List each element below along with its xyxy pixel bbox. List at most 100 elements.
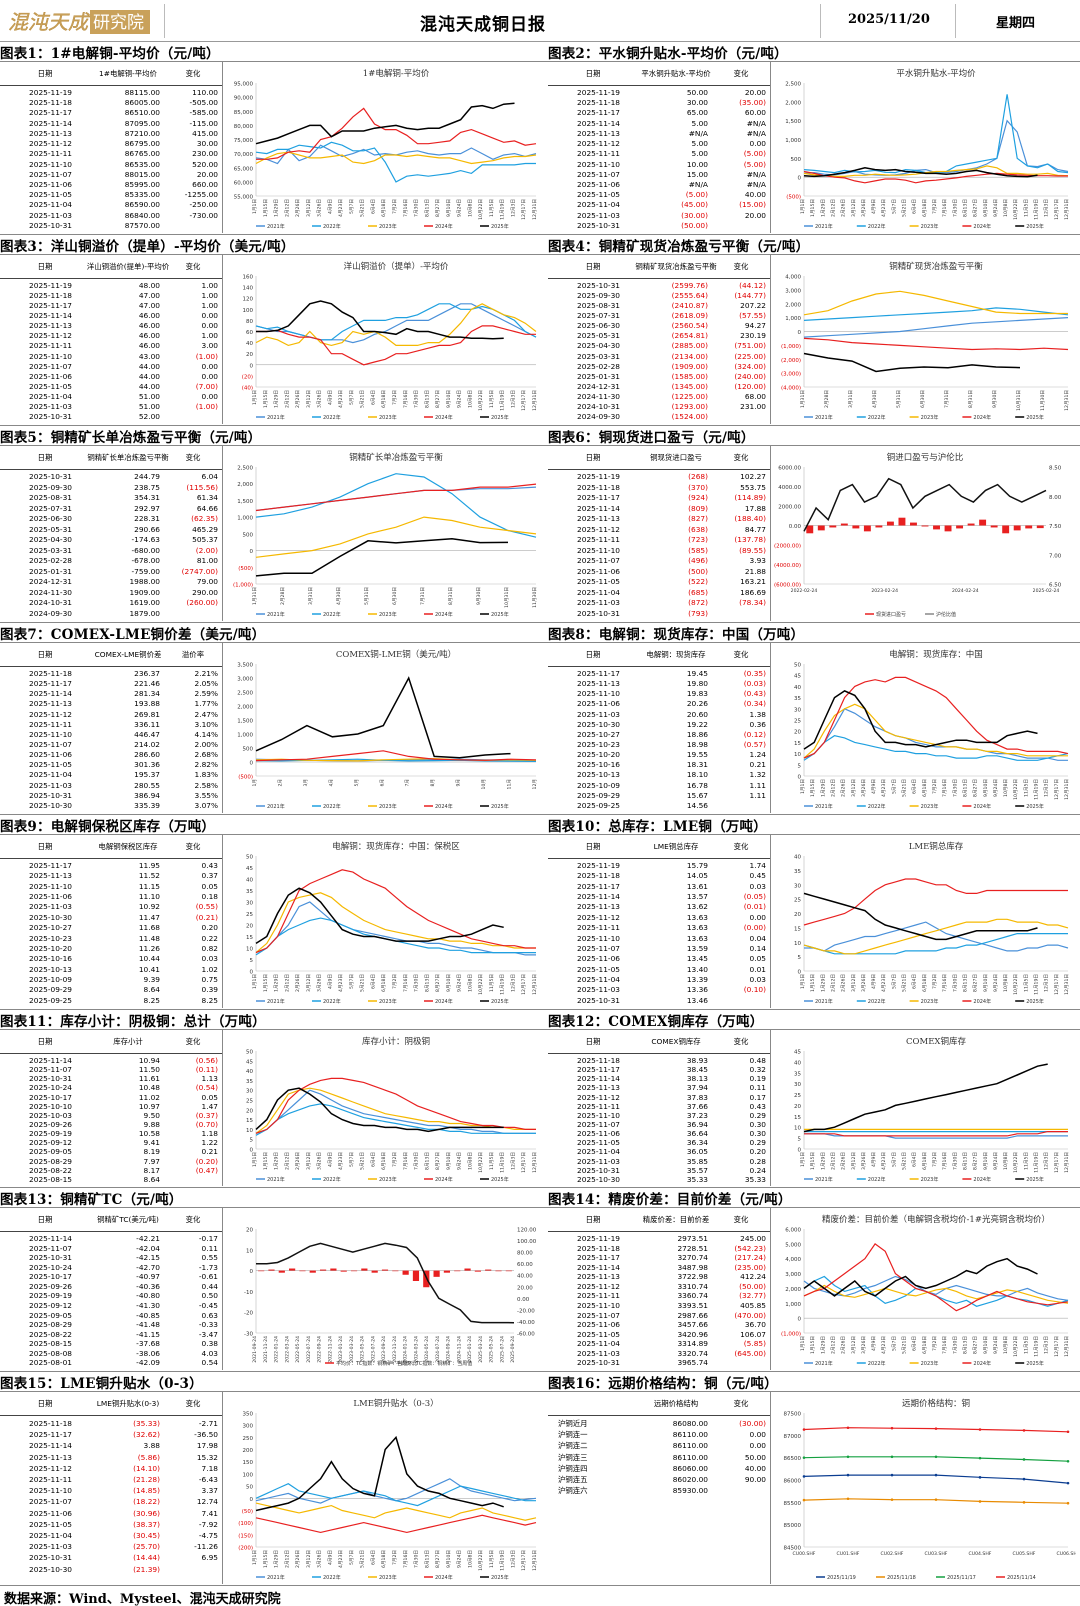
x-tick-label: 3月12日 bbox=[306, 1550, 312, 1568]
bar-mark bbox=[1013, 525, 1021, 531]
cell-date: 2025-11-05 bbox=[577, 1138, 620, 1148]
cell-date: 2025-11-12 bbox=[577, 139, 620, 149]
x-tick-label: CU04.SHF bbox=[969, 1551, 992, 1557]
cell-date: 2025-11-07 bbox=[577, 1310, 620, 1320]
chart-title: 远期价格结构：铜 bbox=[902, 1398, 970, 1409]
x-tick-label: 5月21日 bbox=[902, 1152, 908, 1170]
y-tick-label: 30 bbox=[246, 901, 253, 907]
x-tick-label: 6月 bbox=[379, 779, 385, 787]
x-tick-label: 11月19日 bbox=[1034, 199, 1040, 220]
cell-change: (1.00) bbox=[195, 401, 218, 411]
legend-label: 2025/11/14 bbox=[1007, 1575, 1036, 1581]
x-tick-label: 3月12日 bbox=[306, 390, 312, 408]
cell-date: 2025-11-07 bbox=[29, 1065, 72, 1075]
cell-date: 沪铜连三 bbox=[558, 1452, 588, 1462]
table-row: 2025-11-14 281.34 2.59% bbox=[0, 689, 222, 699]
chart-panel-3: 图表3：洋山铜溢价（提单）-平均价（美元/吨） 日期 洋山铜溢价(提单)-平均价 变化… bbox=[0, 235, 548, 426]
x-tick-label: 11月19日 bbox=[1034, 779, 1040, 800]
cell-date: 2025-11-05 bbox=[577, 190, 620, 200]
cell-value: 446.47 bbox=[134, 729, 160, 739]
cell-change: 35.33 bbox=[744, 1174, 766, 1184]
cell-change: 0.44 bbox=[201, 1281, 218, 1291]
cell-date: 2025-07-31 bbox=[577, 311, 620, 321]
table-row: 2025-11-12 3310.74 (50.00) bbox=[548, 1282, 770, 1292]
cell-value: -37.68 bbox=[136, 1339, 160, 1349]
table-row: 2025-11-06 36.64 0.30 bbox=[548, 1129, 770, 1138]
x-tick-label: 11月5日 bbox=[1023, 199, 1029, 217]
cell-value: 9.50 bbox=[143, 1110, 160, 1120]
cell-change: 0.24 bbox=[749, 1165, 766, 1175]
cell-date: 2024-10-31 bbox=[29, 598, 72, 607]
table-row: 沪铜连六 85930.00 bbox=[548, 1485, 770, 1496]
table-row: 2025-11-17 (32.62) -36.50 bbox=[0, 1429, 222, 1440]
table-row: 2025-11-06 286.60 2.68% bbox=[0, 750, 222, 760]
cell-date: 2025-11-07 bbox=[29, 740, 72, 749]
cell-date: 2025-01-31 bbox=[577, 371, 620, 381]
bar-mark bbox=[485, 1269, 492, 1271]
x-tick-label: 3月26日 bbox=[317, 1550, 323, 1568]
x-tick-label: 8月27日 bbox=[435, 199, 441, 217]
table-row: 2025-10-31 3965.74 bbox=[548, 1358, 770, 1368]
cell-value: 85995.00 bbox=[124, 179, 160, 189]
x-tick-label: 11月5日 bbox=[1023, 1336, 1029, 1354]
table-row: 2025-11-14 46.00 0.00 bbox=[0, 311, 222, 321]
x-tick-label: 2月12日 bbox=[830, 1336, 836, 1354]
cell-change: 2.00% bbox=[194, 740, 218, 749]
table-row: 2025-09-05 8.19 0.21 bbox=[0, 1147, 222, 1156]
x-tick-label: 10月8日 bbox=[467, 390, 473, 408]
table-row: 2025-10-10 10.97 1.47 bbox=[0, 1102, 222, 1111]
cell-date: 2025-11-12 bbox=[577, 1281, 620, 1291]
legend-label: 2022年 bbox=[323, 611, 341, 618]
table-row: 2025-02-28 (1909.00) (324.00) bbox=[548, 362, 770, 372]
x-tick-label: 6月4日 bbox=[912, 779, 918, 794]
y-tick-label: 5 bbox=[798, 1137, 802, 1143]
cell-date: 2025-09-30 bbox=[29, 482, 72, 492]
table-row: 2025-07-31 (2618.09) (57.55) bbox=[548, 311, 770, 321]
series-line bbox=[255, 483, 537, 512]
table-header: 日期 电解铜保税区库存 变化 bbox=[0, 835, 222, 859]
cell-value: 47.00 bbox=[138, 291, 160, 301]
table-chart-divider bbox=[770, 1030, 771, 1186]
table-row: 2025-11-10 10.00 (5.00) bbox=[548, 160, 770, 170]
table-row: 2025-10-24 10.48 (0.54) bbox=[0, 1083, 222, 1092]
x-tick-label: 10月8日 bbox=[467, 974, 473, 992]
cell-value: 10.94 bbox=[138, 1056, 160, 1065]
table-row: 2025-02-28 -678.00 81.00 bbox=[0, 556, 222, 567]
panel-bottom-border bbox=[548, 234, 1080, 235]
x-tick-label: 3月 bbox=[303, 779, 309, 787]
cell-change: (35.00) bbox=[739, 98, 766, 108]
x-tick-label: 9月10日 bbox=[446, 1152, 452, 1170]
col-header-change: 变化 bbox=[185, 262, 201, 271]
cell-value: 13.61 bbox=[686, 881, 708, 891]
table-row: 2025-11-03 3320.74 (645.00) bbox=[548, 1349, 770, 1359]
cell-date: 沪铜连五 bbox=[558, 1475, 588, 1484]
table-row: 2025-11-06 3457.66 36.70 bbox=[548, 1320, 770, 1330]
y-tick-label: 20 bbox=[246, 1228, 253, 1234]
series-point bbox=[1022, 1501, 1026, 1504]
series-line bbox=[255, 151, 537, 165]
table-row: 2025-11-06 #N/A #N/A bbox=[548, 180, 770, 190]
cell-value: 37.83 bbox=[686, 1092, 708, 1102]
series-line bbox=[255, 473, 537, 538]
chart-area: 精废价差：目前价差（电解铜含税均价-1#光亮铜含税均价） 6,000 5,000 4,… bbox=[774, 1211, 1076, 1369]
chart-title: 铜精矿现货冶炼盈亏平衡 bbox=[889, 261, 983, 272]
y-tick-label: 85000 bbox=[784, 1523, 802, 1529]
table-row: 2025-11-07 15.00 #N/A bbox=[548, 170, 770, 180]
cell-change: 0.28 bbox=[749, 1156, 766, 1166]
table-row: 2025-11-03 (25.70) -11.26 bbox=[0, 1541, 222, 1552]
panel-bottom-border bbox=[548, 1585, 1080, 1586]
x-tick-label: 12月31日 bbox=[532, 199, 538, 220]
cell-date: 2025-11-12 bbox=[29, 1463, 72, 1473]
cell-value: -174.63 bbox=[131, 535, 160, 544]
series-line bbox=[255, 303, 537, 341]
series-point bbox=[934, 1473, 938, 1477]
chart-area: 1#电解铜-平均价 95,000 90,000 85,000 80,000 75,000 7… bbox=[226, 65, 544, 232]
cell-change: -11.26 bbox=[194, 1542, 218, 1552]
legend-label: 2023年 bbox=[921, 1176, 939, 1183]
cell-value: (21.39) bbox=[133, 1564, 160, 1574]
table-row: 2025-11-14 (809) 17.88 bbox=[548, 504, 770, 515]
line-chart: 洋山铜溢价（提单）-平均价160140120100806040200(20)(4… bbox=[242, 261, 538, 421]
legend-label: 2023年 bbox=[921, 223, 939, 230]
cell-date: 2025-11-10 bbox=[577, 689, 620, 699]
